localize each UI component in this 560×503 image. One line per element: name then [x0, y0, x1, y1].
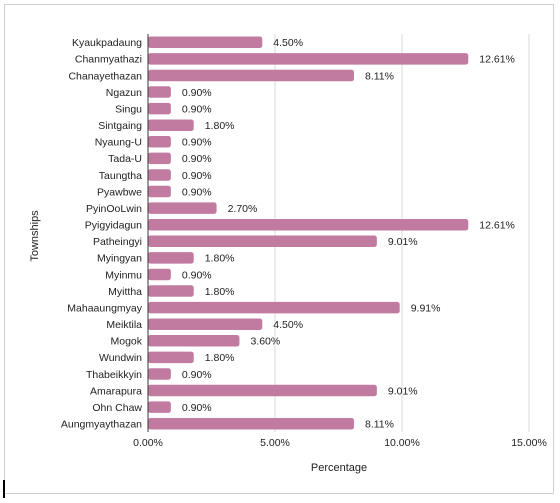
bar [148, 318, 263, 330]
bar [148, 36, 263, 49]
gridlines [274, 34, 530, 432]
bar [148, 119, 194, 131]
value-label: 1.80% [205, 286, 235, 298]
value-label: 4.50% [273, 37, 303, 49]
value-label: 9.01% [388, 236, 418, 248]
category-label: Myittha [108, 286, 142, 298]
x-tick-label: 0.00% [133, 437, 163, 449]
value-label: 2.70% [228, 203, 258, 215]
category-label: Mahaaungmyay [67, 302, 142, 314]
category-label: Myinmu [105, 269, 142, 281]
bar [148, 268, 171, 281]
x-tick-labels: 0.00% 5.00% 10.00% 15.00% [133, 437, 547, 449]
value-label: 12.61% [479, 54, 515, 66]
x-tick-label: 10.00% [384, 437, 420, 449]
category-label: Meiktila [106, 319, 142, 331]
bar [148, 169, 171, 181]
bar [148, 417, 354, 430]
value-label: 8.11% [365, 70, 394, 82]
value-label: 12.61% [479, 220, 515, 232]
bar [148, 152, 171, 165]
value-label: 1.80% [205, 120, 235, 132]
category-label: Chanayethazan [68, 70, 142, 82]
bar [148, 235, 377, 248]
bar [148, 53, 469, 65]
category-label: Thabeikkyin [86, 369, 142, 381]
bar [148, 86, 171, 98]
value-label: 1.80% [205, 253, 235, 265]
value-label: 0.90% [182, 402, 212, 414]
category-label: Chanmyathazi [75, 54, 142, 66]
edge-mark [3, 480, 5, 498]
category-label: Ohn Chaw [92, 402, 142, 414]
bar [148, 136, 171, 148]
value-label: 3.60% [250, 336, 280, 348]
value-label: 1.80% [205, 352, 235, 364]
category-label: Sintgaing [98, 120, 142, 132]
value-label: 0.90% [182, 153, 212, 165]
bar [148, 351, 194, 364]
bar [148, 69, 354, 82]
category-label: Myingyan [97, 253, 142, 265]
x-tick-label: 5.00% [260, 437, 290, 449]
bar [148, 252, 194, 264]
value-label: 9.91% [411, 302, 441, 314]
bar [148, 384, 377, 397]
bar [148, 401, 171, 413]
value-label: 8.11% [365, 419, 394, 431]
bar [148, 218, 469, 231]
value-label: 0.90% [182, 137, 212, 149]
category-label: Aungmyaythazan [61, 419, 142, 431]
category-label: Kyaukpadaung [72, 37, 142, 49]
value-label: 0.90% [182, 170, 212, 182]
x-tick-label: 15.00% [511, 437, 547, 449]
value-label: 4.50% [273, 319, 303, 331]
x-axis-title: Percentage [311, 462, 367, 474]
value-label: 0.90% [182, 369, 212, 381]
bars [148, 36, 469, 430]
bar [148, 301, 400, 314]
bar [148, 368, 171, 380]
value-label: 0.90% [182, 186, 212, 198]
category-label: Pyigyidagun [85, 220, 142, 232]
value-labels: 4.50% 12.61% 8.11% 0.90% 0.90% 1.80% 0.90% 0.90… [182, 37, 515, 430]
bar [148, 102, 171, 115]
category-label: Taungtha [99, 170, 142, 182]
category-label: Patheingyi [93, 236, 142, 248]
bar [148, 285, 194, 297]
category-label: PyinOoLwin [86, 203, 142, 215]
category-label: Amarapura [90, 385, 142, 397]
value-label: 0.90% [182, 269, 212, 281]
category-label: Tada-U [108, 153, 142, 165]
category-label: Wundwin [99, 352, 142, 364]
bar [148, 202, 217, 214]
category-label: Singu [115, 103, 142, 115]
category-labels: Kyaukpadaung Chanmyathazi Chanayethazan Nga… [61, 37, 143, 430]
chart-frame [4, 4, 554, 494]
category-label: Ngazun [106, 87, 142, 99]
category-label: Mogok [110, 336, 142, 348]
bar [148, 185, 171, 198]
category-label: Nyaung-U [95, 137, 142, 149]
value-label: 0.90% [182, 103, 212, 115]
y-axis-title: Townships [29, 210, 41, 262]
value-label: 0.90% [182, 87, 212, 99]
bar [148, 335, 240, 347]
category-label: Pyawbwe [97, 186, 142, 198]
value-label: 9.01% [388, 385, 418, 397]
